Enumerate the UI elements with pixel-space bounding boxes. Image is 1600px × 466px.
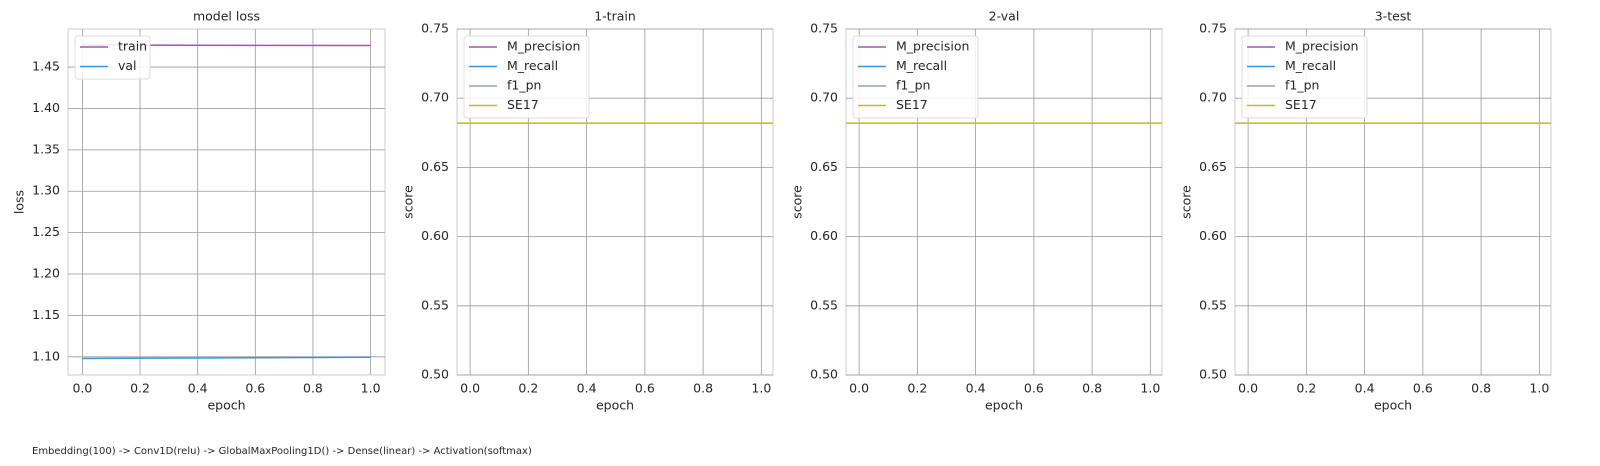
y-tick-label: 0.60 — [810, 228, 838, 243]
legend — [852, 35, 979, 119]
legend-label: SE17 — [1285, 97, 1317, 112]
y-tick-label: 1.15 — [32, 307, 60, 322]
y-tick-label: 0.50 — [421, 367, 449, 382]
y-tick-label: 0.55 — [1199, 297, 1227, 312]
legend-label: SE17 — [896, 97, 928, 112]
y-tick-label: 0.70 — [1199, 90, 1227, 105]
legend-label: M_recall — [1285, 58, 1336, 73]
x-tick-label: 0.6 — [635, 381, 655, 396]
legend-label: train — [118, 39, 147, 54]
x-tick-label: 0.0 — [849, 381, 869, 396]
chart-title: 1-train — [594, 9, 636, 24]
x-tick-label: 0.2 — [907, 381, 927, 396]
y-tick-label: 0.75 — [810, 21, 838, 36]
x-axis-label: epoch — [207, 398, 245, 413]
y-tick-label: 1.20 — [32, 266, 60, 281]
legend — [1241, 35, 1368, 119]
y-tick-label: 0.65 — [421, 159, 449, 174]
y-axis-label: score — [790, 185, 805, 219]
y-tick-label: 1.10 — [32, 348, 60, 363]
y-tick-label: 1.40 — [32, 100, 60, 115]
legend-label: M_precision — [507, 39, 580, 54]
x-tick-label: 1.0 — [751, 381, 771, 396]
legend — [463, 35, 590, 119]
x-tick-label: 0.2 — [1296, 381, 1316, 396]
y-tick-label: 0.75 — [1199, 21, 1227, 36]
x-tick-label: 1.0 — [361, 381, 381, 396]
x-axis-label: epoch — [985, 398, 1023, 413]
legend-label: f1_pn — [896, 78, 930, 93]
series-line — [82, 356, 371, 360]
y-tick-label: 0.60 — [421, 228, 449, 243]
x-tick-label: 0.4 — [577, 381, 597, 396]
x-tick-label: 0.0 — [460, 381, 480, 396]
legend-label: SE17 — [507, 97, 539, 112]
legend-label: M_precision — [896, 39, 969, 54]
x-tick-label: 0.8 — [303, 381, 323, 396]
x-tick-label: 0.6 — [1413, 381, 1433, 396]
x-tick-label: 0.2 — [130, 381, 150, 396]
y-tick-label: 0.55 — [810, 297, 838, 312]
y-tick-label: 1.35 — [32, 141, 60, 156]
y-tick-label: 1.25 — [32, 224, 60, 239]
x-tick-label: 1.0 — [1140, 381, 1160, 396]
x-tick-label: 0.2 — [518, 381, 538, 396]
x-tick-label: 0.4 — [188, 381, 208, 396]
x-tick-label: 0.8 — [1471, 381, 1491, 396]
y-tick-label: 0.70 — [810, 90, 838, 105]
y-tick-label: 0.65 — [1199, 159, 1227, 174]
caption: Embedding(100) -> Conv1D(relu) -> Global… — [32, 446, 532, 457]
y-tick-label: 1.45 — [32, 59, 60, 74]
legend-label: f1_pn — [507, 78, 541, 93]
legend-label: f1_pn — [1285, 78, 1319, 93]
y-tick-label: 0.55 — [421, 297, 449, 312]
x-tick-label: 0.4 — [1355, 381, 1375, 396]
y-tick-label: 0.60 — [1199, 228, 1227, 243]
x-tick-label: 1.0 — [1529, 381, 1549, 396]
x-tick-label: 0.4 — [966, 381, 986, 396]
chart-title: 2-val — [989, 9, 1020, 24]
x-tick-label: 0.6 — [1024, 381, 1044, 396]
y-tick-label: 0.75 — [421, 21, 449, 36]
y-axis-label: score — [1179, 185, 1194, 219]
y-axis-label: loss — [12, 190, 27, 214]
chart-title: 3-test — [1375, 9, 1412, 24]
y-tick-label: 0.70 — [421, 90, 449, 105]
y-tick-label: 0.50 — [1199, 367, 1227, 382]
legend-label: val — [118, 58, 137, 73]
x-tick-label: 0.8 — [693, 381, 713, 396]
chart-title: model loss — [193, 9, 260, 24]
y-tick-label: 1.30 — [32, 183, 60, 198]
y-tick-label: 0.65 — [810, 159, 838, 174]
x-tick-label: 0.0 — [72, 381, 92, 396]
x-axis-label: epoch — [596, 398, 634, 413]
x-axis-label: epoch — [1374, 398, 1412, 413]
y-tick-label: 0.50 — [810, 367, 838, 382]
x-tick-label: 0.0 — [1238, 381, 1258, 396]
legend-label: M_recall — [896, 58, 947, 73]
x-tick-label: 0.8 — [1082, 381, 1102, 396]
x-tick-label: 0.6 — [245, 381, 265, 396]
legend-label: M_recall — [507, 58, 558, 73]
plot-area — [67, 28, 386, 376]
y-axis-label: score — [401, 185, 416, 219]
legend-label: M_precision — [1285, 39, 1358, 54]
